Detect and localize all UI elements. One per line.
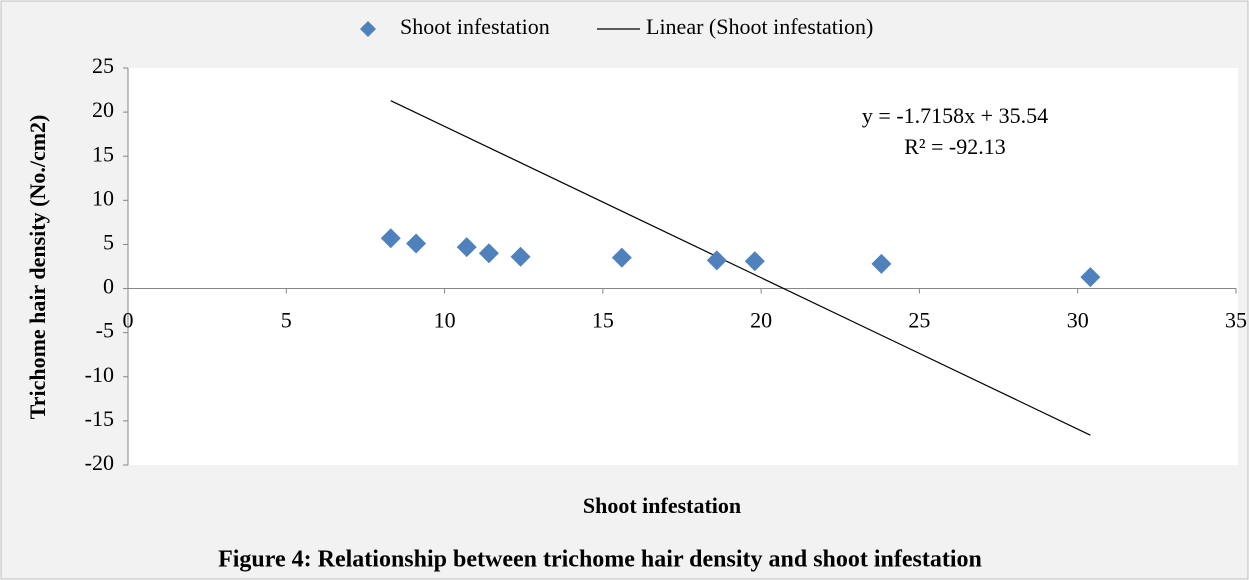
legend-label: Shoot infestation (400, 14, 550, 39)
plot-area (128, 68, 1238, 465)
point (871, 253, 892, 274)
x-tick-label: 25 (908, 308, 930, 333)
legend-label: Linear (Shoot infestation) (646, 14, 873, 39)
y-tick-label: 0 (103, 274, 114, 299)
point (406, 233, 427, 254)
x-tick-label: 0 (123, 308, 134, 333)
caption: Figure 4: Relationship between trichome … (218, 547, 982, 573)
x-tick-label: 10 (434, 308, 456, 333)
y-tick-label: -5 (96, 318, 114, 343)
point (1080, 267, 1101, 288)
y-tick-label: 20 (92, 97, 114, 122)
x-tick-label: 15 (592, 308, 614, 333)
y-tick-label: 5 (103, 229, 114, 254)
x-tick-label: 5 (281, 308, 292, 333)
x-axis-title: Shoot infestation (583, 493, 741, 518)
x-tick-label: 30 (1067, 308, 1089, 333)
y-axis-title: Trichome hair density (No./cm2) (25, 115, 50, 420)
point (380, 228, 401, 249)
point (456, 237, 477, 258)
trendline-equation: y = -1.7158x + 35.54 (862, 103, 1048, 128)
y-tick-label: 10 (92, 185, 114, 210)
x-tick-label: 35 (1225, 308, 1247, 333)
y-tick-label: -10 (85, 362, 114, 387)
point (744, 251, 765, 272)
x-tick-label: 20 (750, 308, 772, 333)
trendline-r2: R² = -92.13 (904, 134, 1006, 159)
legend-marker (360, 21, 376, 37)
point (611, 247, 632, 268)
y-tick-label: 25 (92, 53, 114, 78)
trendline (390, 100, 1091, 436)
y-tick-label: 15 (92, 141, 114, 166)
y-tick-label: -20 (85, 450, 114, 475)
point (478, 243, 499, 264)
point (706, 250, 727, 271)
point (510, 246, 531, 267)
y-tick-label: -15 (85, 406, 114, 431)
